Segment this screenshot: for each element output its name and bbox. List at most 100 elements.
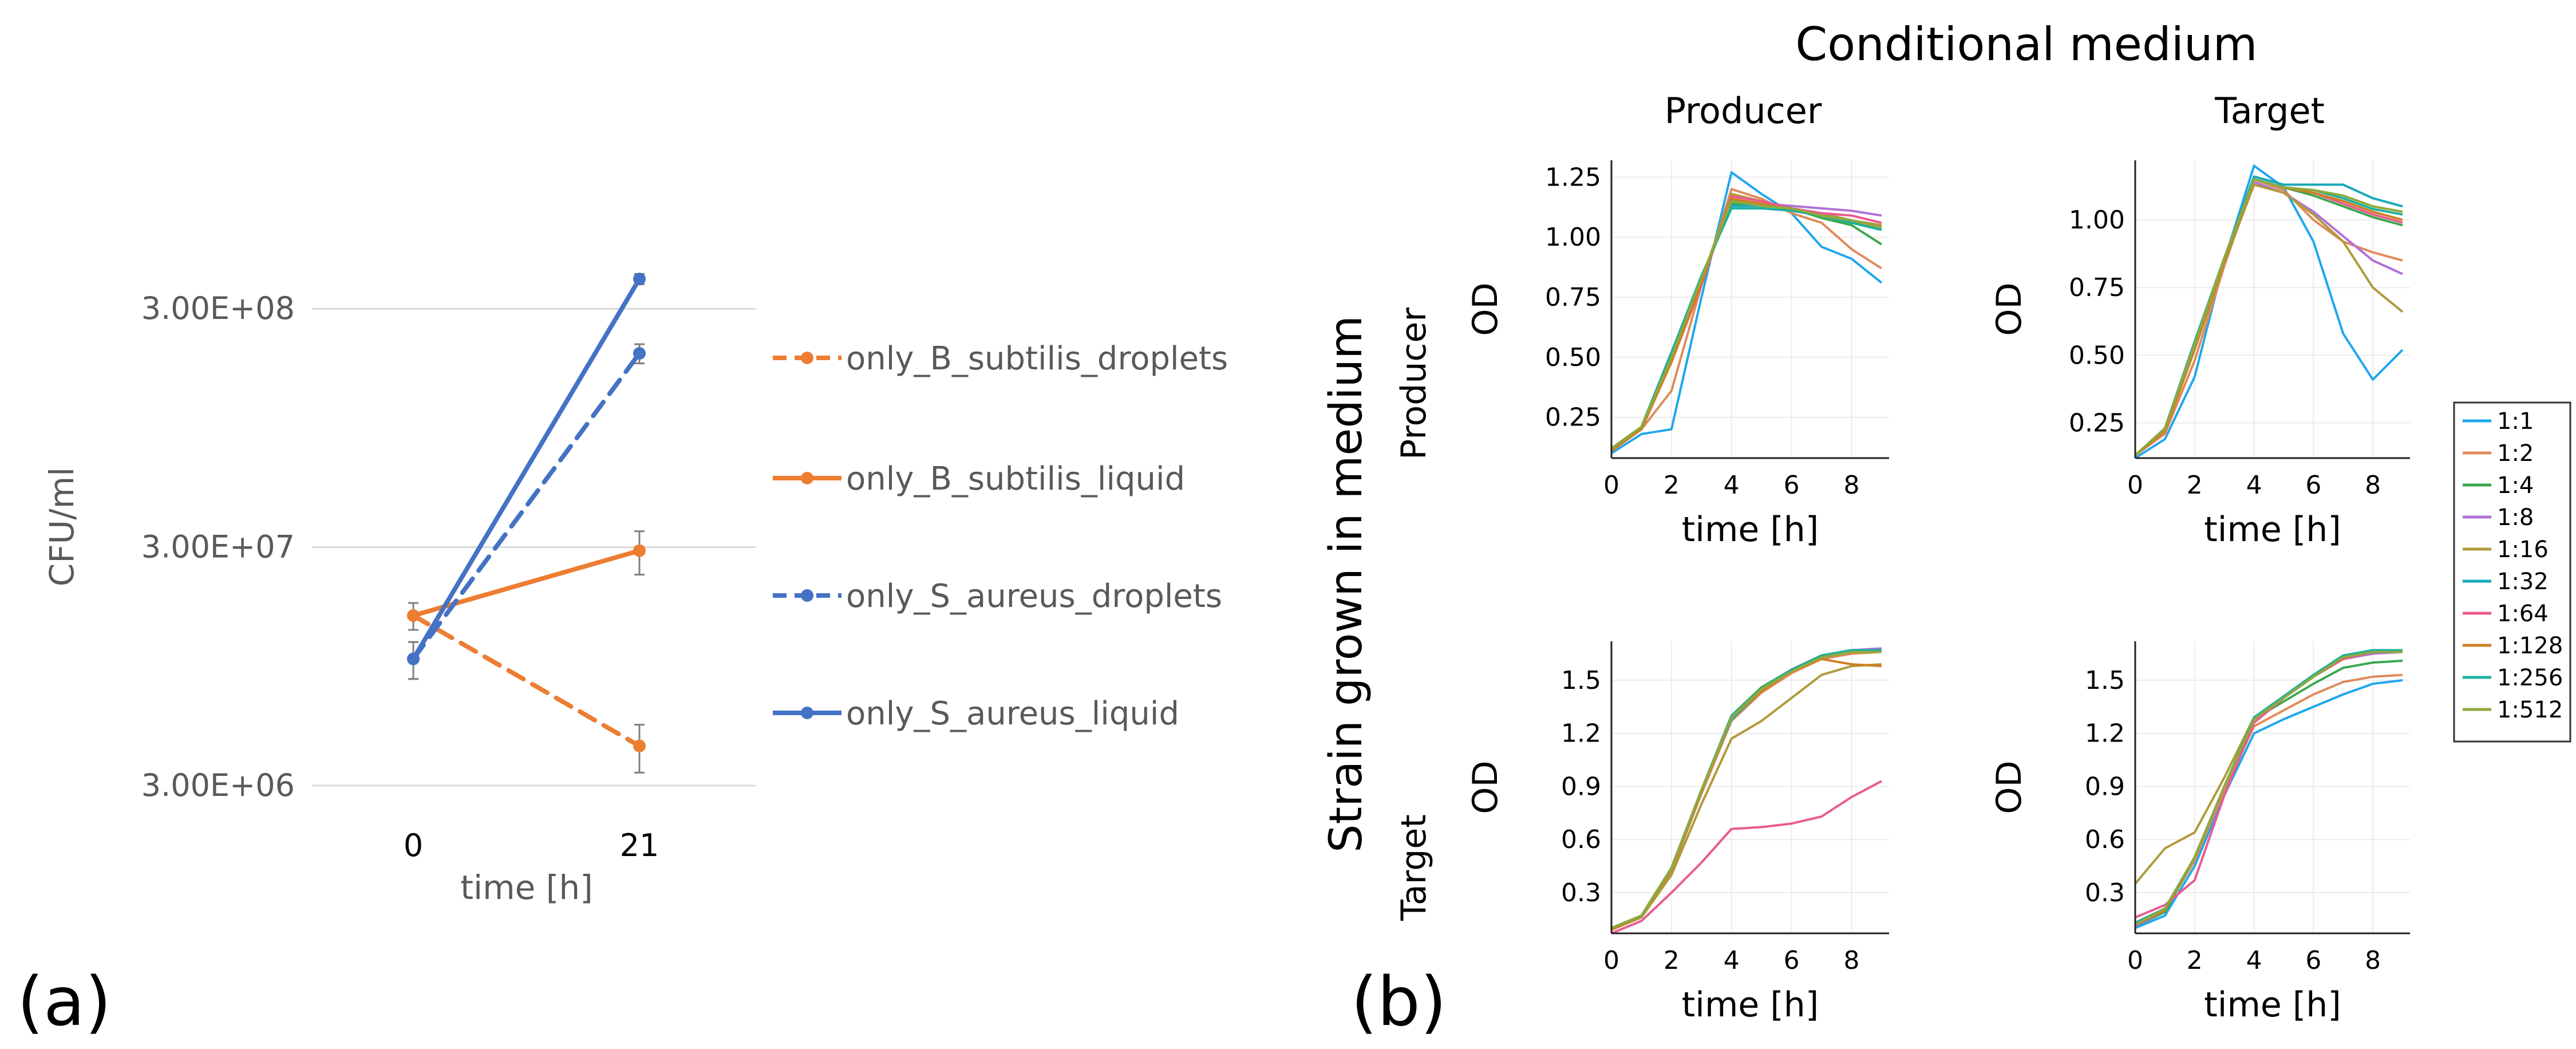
y-axis-label: OD bbox=[1989, 282, 2029, 336]
legend-entry: only_S_aureus_droplets bbox=[773, 578, 1222, 615]
legend-entry: only_S_aureus_liquid bbox=[773, 695, 1179, 732]
legend-label: 1:256 bbox=[2497, 665, 2563, 691]
panel-b-title: Conditional medium bbox=[1795, 18, 2257, 71]
y-tick-label: 1.2 bbox=[2085, 719, 2125, 748]
legend-label: only_B_subtilis_droplets bbox=[846, 340, 1228, 377]
y-tick-label: 1.00 bbox=[2069, 206, 2125, 235]
y-tick-label: 0.9 bbox=[2085, 772, 2125, 801]
y-tick-label: 1.2 bbox=[1561, 719, 1601, 748]
series-line-1:512 bbox=[1610, 200, 1882, 449]
legend-entry: only_B_subtilis_droplets bbox=[773, 340, 1228, 377]
y-axis-label: CFU/ml bbox=[42, 467, 81, 586]
x-tick-label: 21 bbox=[620, 827, 659, 863]
series-line-1:1 bbox=[2135, 679, 2403, 929]
legend-box bbox=[2453, 401, 2571, 743]
series-line-1:2 bbox=[1610, 188, 1882, 452]
y-tick-label: 0.50 bbox=[2069, 341, 2125, 370]
y-tick-label: 3.00E+08 bbox=[141, 290, 295, 326]
legend-label: 1:16 bbox=[2497, 537, 2549, 563]
x-tick-label: 8 bbox=[1843, 946, 1859, 975]
y-tick-label: 1.25 bbox=[1545, 163, 1601, 192]
x-axis-label: time [h] bbox=[2204, 510, 2341, 550]
x-tick-label: 6 bbox=[1784, 946, 1800, 975]
y-tick-label: 0.6 bbox=[1561, 825, 1601, 854]
x-axis-label: time [h] bbox=[460, 868, 593, 907]
x-tick-label: 0 bbox=[1603, 946, 1619, 975]
legend-label: only_S_aureus_droplets bbox=[846, 578, 1222, 615]
y-tick-label: 1.5 bbox=[1561, 666, 1601, 695]
y-tick-label: 0.3 bbox=[2085, 878, 2125, 908]
x-tick-label: 4 bbox=[2246, 471, 2262, 500]
panel-a-label: (a) bbox=[17, 962, 111, 1041]
y-tick-label: 0.25 bbox=[2069, 409, 2125, 438]
x-tick-label: 2 bbox=[1664, 471, 1680, 500]
y-tick-label: 0.25 bbox=[1545, 403, 1601, 432]
data-point bbox=[633, 273, 646, 286]
x-tick-label: 2 bbox=[1664, 946, 1680, 975]
x-tick-label: 0 bbox=[2127, 471, 2143, 500]
legend-label: 1:2 bbox=[2497, 440, 2534, 467]
row-group-label: Strain grown in medium bbox=[1321, 316, 1372, 853]
series-only_S_aureus_liquid bbox=[407, 273, 646, 680]
dilution-legend: 1:1 1:2 1:4 1:8 1:16 1:32 1:64 1:128 1:256 1:512 bbox=[2453, 401, 2571, 743]
x-tick-label: 0 bbox=[2127, 946, 2143, 975]
y-tick-label: 3.00E+07 bbox=[141, 529, 295, 565]
legend-swatch-marker bbox=[801, 352, 813, 364]
subplot-0-1: 0 2 4 6 8 0.25 0.50 0.75 1.00 time [h] OD bbox=[1989, 160, 2410, 550]
series-line-1:16 bbox=[1611, 663, 1882, 931]
data-point bbox=[633, 347, 646, 360]
legend-swatch-marker bbox=[801, 472, 813, 484]
x-axis-label: time [h] bbox=[1682, 510, 1819, 550]
y-axis-label: OD bbox=[1465, 760, 1506, 814]
y-tick-label: 1.5 bbox=[2085, 666, 2125, 695]
series-line-1:64 bbox=[1611, 780, 1882, 934]
row-title: Producer bbox=[1394, 307, 1434, 460]
y-tick-label: 3.00E+06 bbox=[141, 767, 295, 803]
data-point bbox=[633, 544, 646, 557]
data-point bbox=[407, 609, 420, 622]
x-tick-label: 6 bbox=[2305, 471, 2321, 500]
x-tick-label: 2 bbox=[2187, 946, 2203, 975]
legend-label: only_B_subtilis_liquid bbox=[846, 460, 1185, 498]
series-line bbox=[411, 277, 642, 661]
series-line-1:512 bbox=[2135, 650, 2403, 926]
legend-swatch-marker bbox=[801, 707, 813, 719]
y-tick-label: 0.6 bbox=[2085, 825, 2125, 854]
panel-a-chart: 3.00E+06 3.00E+07 3.00E+08 0 21 time [h] CFU/m… bbox=[42, 273, 1228, 907]
x-axis-label: time [h] bbox=[2204, 985, 2341, 1025]
x-tick-label: 8 bbox=[2365, 946, 2381, 975]
series-line-1:512 bbox=[1611, 650, 1882, 929]
y-axis-label: OD bbox=[1465, 282, 1506, 336]
series-line bbox=[411, 613, 642, 748]
legend-label: 1:128 bbox=[2497, 633, 2563, 659]
x-tick-label: 6 bbox=[1784, 471, 1800, 500]
panel-b-label: (b) bbox=[1351, 962, 1447, 1041]
x-tick-label: 4 bbox=[1724, 471, 1740, 500]
data-point bbox=[633, 739, 646, 752]
row-title: Target bbox=[1394, 814, 1434, 921]
legend-label: only_S_aureus_liquid bbox=[846, 695, 1179, 732]
legend-label: 1:1 bbox=[2497, 408, 2534, 435]
x-tick-label: 6 bbox=[2305, 946, 2321, 975]
legend-label: 1:64 bbox=[2497, 601, 2549, 627]
y-axis-label: OD bbox=[1989, 760, 2029, 814]
y-tick-label: 1.00 bbox=[1545, 223, 1601, 252]
y-tick-label: 0.75 bbox=[1545, 283, 1601, 312]
column-title: Producer bbox=[1665, 90, 1822, 132]
x-tick-label: 4 bbox=[1724, 946, 1740, 975]
column-title: Target bbox=[2214, 90, 2325, 132]
series-line bbox=[411, 351, 642, 661]
legend-label: 1:512 bbox=[2497, 697, 2563, 723]
y-tick-label: 0.3 bbox=[1561, 878, 1601, 908]
legend-label: 1:4 bbox=[2497, 472, 2534, 499]
legend-entry: only_B_subtilis_liquid bbox=[773, 460, 1185, 498]
subplot-0-0: 0 2 4 6 8 0.25 0.50 0.75 1.00 1.25 time [h] OD bbox=[1465, 160, 1889, 550]
x-tick-label: 2 bbox=[2187, 471, 2203, 500]
x-tick-label: 0 bbox=[1603, 471, 1619, 500]
series-line-1:512 bbox=[2134, 178, 2403, 456]
x-tick-label: 0 bbox=[404, 827, 423, 863]
series-line-1:1 bbox=[2134, 164, 2404, 459]
data-point bbox=[407, 652, 420, 665]
